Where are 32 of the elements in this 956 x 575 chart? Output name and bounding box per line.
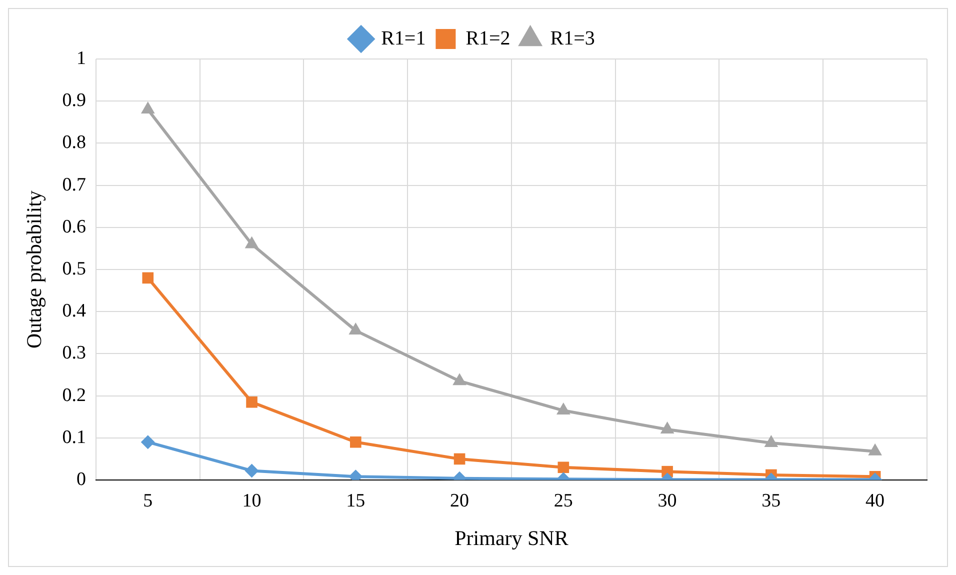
point (556, 402, 570, 415)
point (348, 322, 363, 335)
y-tick-label: 0.5 (62, 258, 86, 280)
point (452, 373, 466, 386)
y-tick-label: 0.8 (62, 132, 86, 154)
point (660, 421, 674, 434)
point (244, 236, 259, 248)
x-tick-label: 15 (346, 490, 366, 512)
point (140, 102, 155, 114)
y-tick-label: 0.4 (62, 300, 86, 322)
y-tick-label: 0.6 (62, 216, 86, 238)
y-tick-label: 1 (76, 48, 86, 69)
y-axis-title: Outage probability (22, 190, 46, 349)
y-tick-label: 0.3 (62, 342, 86, 364)
y-tick-label: 0.2 (62, 384, 86, 406)
legend-label: R1=1 (381, 27, 426, 50)
x-tick-label: 35 (762, 490, 781, 512)
x-tick-label: 5 (143, 490, 153, 512)
y-tick-label: 0.9 (62, 90, 86, 112)
y-tick-label: 0.7 (62, 174, 86, 196)
x-axis-title: Primary SNR (454, 526, 568, 550)
x-tick-label: 40 (866, 490, 885, 512)
point (764, 434, 778, 447)
x-tick-label: 30 (658, 490, 677, 512)
x-tick-label: 10 (242, 490, 262, 512)
y-tick-label: 0.1 (62, 426, 86, 448)
legend-label: R1=3 (550, 27, 595, 50)
point (868, 443, 882, 456)
x-tick-label: 25 (554, 490, 573, 512)
y-tick-label: 0 (76, 468, 86, 490)
x-tick-label: 20 (450, 490, 470, 512)
legend-label: R1=2 (466, 27, 510, 50)
